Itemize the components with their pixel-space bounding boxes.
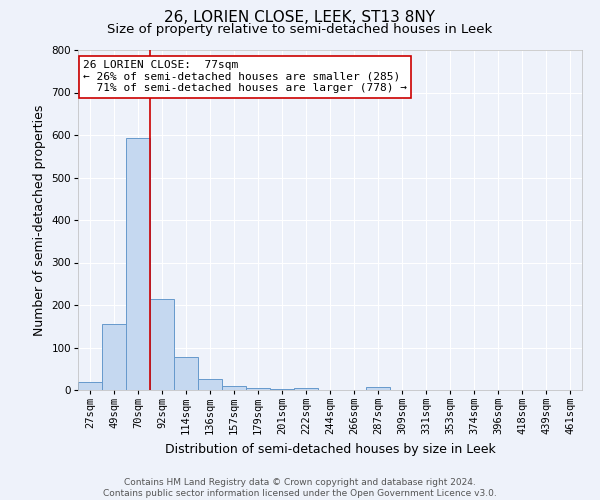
Bar — [366, 387, 390, 390]
Bar — [126, 138, 150, 390]
Bar — [102, 324, 126, 390]
Bar — [174, 357, 198, 390]
X-axis label: Distribution of semi-detached houses by size in Leek: Distribution of semi-detached houses by … — [164, 443, 496, 456]
Text: 26, LORIEN CLOSE, LEEK, ST13 8NY: 26, LORIEN CLOSE, LEEK, ST13 8NY — [164, 10, 436, 25]
Bar — [294, 388, 318, 390]
Bar — [150, 298, 174, 390]
Y-axis label: Number of semi-detached properties: Number of semi-detached properties — [33, 104, 46, 336]
Text: 26 LORIEN CLOSE:  77sqm
← 26% of semi-detached houses are smaller (285)
  71% of: 26 LORIEN CLOSE: 77sqm ← 26% of semi-det… — [83, 60, 407, 94]
Text: Size of property relative to semi-detached houses in Leek: Size of property relative to semi-detach… — [107, 22, 493, 36]
Bar — [198, 380, 222, 390]
Bar — [246, 388, 270, 390]
Bar — [78, 382, 102, 390]
Text: Contains HM Land Registry data © Crown copyright and database right 2024.
Contai: Contains HM Land Registry data © Crown c… — [103, 478, 497, 498]
Bar — [222, 386, 246, 390]
Bar — [270, 388, 294, 390]
